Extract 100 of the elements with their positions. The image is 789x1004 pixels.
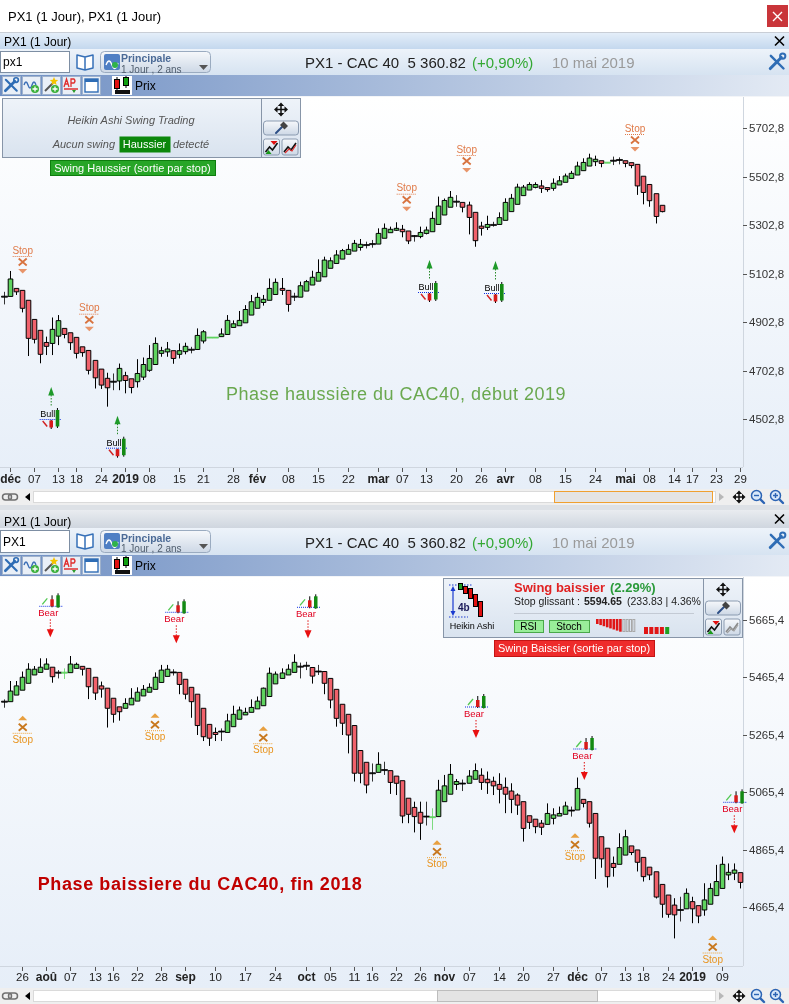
y-tick-label: 5702,8	[749, 122, 785, 135]
annotation: 5594.65	[584, 595, 623, 607]
x-tick-label: 14	[668, 473, 682, 485]
x-tick-label: 24	[95, 473, 109, 485]
x-tick-label: 2019	[679, 970, 707, 984]
y-tick-label: 4502,8	[749, 413, 785, 426]
x-tick-label: 2019	[112, 472, 140, 486]
x-tick-label: 28	[227, 473, 240, 485]
x-tick-label: nov	[433, 970, 456, 984]
x-tick-label: 13	[619, 971, 632, 983]
x-tick-label: 07	[64, 971, 77, 983]
x-tick-label: 18	[637, 971, 650, 983]
x-tick-label: 16	[107, 971, 120, 983]
x-tick-label: 20	[450, 473, 463, 485]
annotation: (233.83 | 4.36%	[627, 595, 701, 607]
x-tick-label: 15	[312, 473, 325, 485]
y-tick-label: 4665,4	[749, 901, 785, 914]
annotation: Stop	[564, 851, 586, 863]
annotation: RSI	[520, 620, 537, 632]
annotation: Bull	[106, 437, 122, 448]
annotation: Stop	[79, 302, 101, 314]
annotation: detecté	[173, 137, 210, 150]
x-tick-label: 15	[173, 473, 186, 485]
x-tick-label: 27	[547, 971, 560, 983]
chart-subtitle: 10 mai 2019	[552, 54, 635, 71]
y-tick-label: 4702,8	[749, 364, 785, 377]
annotation: Bull	[418, 282, 434, 292]
x-tick-label: 07	[595, 971, 608, 983]
x-tick-label: oct	[297, 970, 316, 984]
x-tick-label: 08	[143, 473, 156, 485]
x-tick-label: 26	[414, 971, 427, 983]
text: (+0,90%)	[472, 534, 534, 551]
x-tick-label: 13	[52, 473, 65, 485]
y-tick-label: 4865,4	[749, 843, 785, 856]
x-tick-label: 07	[396, 473, 409, 485]
x-tick-label: 07	[463, 971, 476, 983]
annotation: Heikin Ashi Swing Trading	[67, 114, 196, 126]
annotation: Stop	[12, 244, 34, 256]
x-tick-label: mar	[367, 472, 390, 486]
annotation: Phase haussière du CAC40, début 2019	[225, 384, 567, 404]
x-tick-label: sep	[175, 970, 196, 984]
x-tick-label: 08	[643, 473, 656, 485]
annotation: Stop	[456, 143, 478, 155]
x-tick-label: 22	[342, 473, 355, 485]
x-tick-label: mai	[615, 472, 636, 486]
y-tick-label: 5265,4	[749, 728, 785, 741]
annotation: Bear	[295, 607, 317, 619]
x-tick-label: 20	[517, 971, 530, 983]
text: PX1 (1 Jour)	[4, 34, 72, 49]
annotation: Swing baissier	[514, 579, 606, 595]
y-tick-label: 5065,4	[749, 786, 785, 799]
x-tick-label: 22	[390, 971, 403, 983]
text: (+0,90%)	[472, 54, 534, 71]
annotation: Swing Baissier (sortie par stop)	[497, 642, 651, 654]
annotation: Aucun swing	[51, 137, 116, 150]
x-tick-label: déc	[567, 970, 589, 984]
annotation: Bear	[572, 749, 593, 761]
y-tick-label: 5665,4	[749, 613, 785, 626]
x-tick-label: 16	[366, 971, 379, 983]
annotation: Bear	[164, 612, 185, 624]
annotation: Haussier	[122, 137, 167, 150]
x-tick-label: 07	[28, 473, 41, 485]
x-tick-label: 13	[420, 473, 433, 485]
annotation: Stop	[144, 731, 166, 743]
x-tick-label: fév	[248, 472, 267, 486]
x-tick-label: 09	[716, 971, 729, 983]
x-tick-label: 23	[710, 473, 723, 485]
x-tick-label: 15	[559, 473, 572, 485]
annotation: Stop	[253, 744, 275, 756]
annotation: Bull	[40, 409, 56, 419]
x-tick-label: déc	[0, 472, 22, 486]
annotation: Stop	[702, 953, 724, 965]
annotation: 4b	[458, 602, 470, 613]
x-tick-label: 29	[734, 473, 747, 485]
annotation: Bear	[722, 802, 743, 814]
text: Prix	[135, 558, 156, 573]
text: Principale	[121, 531, 172, 544]
x-tick-label: 05	[324, 971, 337, 983]
text: 1 Jour , 2 ans	[121, 543, 182, 554]
x-tick-label: 17	[239, 971, 252, 983]
annotation: Heikin Ashi	[449, 620, 495, 631]
chart-title: PX1 - CAC 40 5 360.82	[305, 54, 466, 71]
x-tick-label: 24	[269, 971, 283, 983]
x-tick-label: 10	[209, 971, 222, 983]
x-tick-label: 08	[529, 473, 542, 485]
chart-title: PX1 - CAC 40 5 360.82	[305, 534, 466, 551]
chart-subtitle: 10 mai 2019	[552, 534, 635, 551]
annotation: Stop	[396, 182, 418, 194]
x-tick-label: 28	[155, 971, 168, 983]
x-tick-label: aoû	[35, 970, 58, 984]
text: 1 Jour , 2 ans	[121, 63, 182, 75]
annotation: (2.29%)	[610, 579, 656, 595]
text: px1	[3, 54, 23, 69]
x-tick-label: 26	[16, 971, 29, 983]
text: PX1 (1 Jour)	[4, 514, 72, 529]
y-tick-label: 5102,8	[749, 267, 785, 280]
text: Principale	[121, 52, 172, 64]
annotation: Bear	[38, 606, 59, 618]
annotation: Bull	[484, 283, 500, 293]
x-tick-label: 21	[197, 473, 210, 485]
